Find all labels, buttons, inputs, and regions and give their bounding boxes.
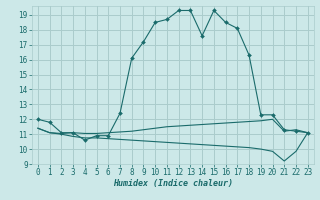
X-axis label: Humidex (Indice chaleur): Humidex (Indice chaleur) [113,179,233,188]
